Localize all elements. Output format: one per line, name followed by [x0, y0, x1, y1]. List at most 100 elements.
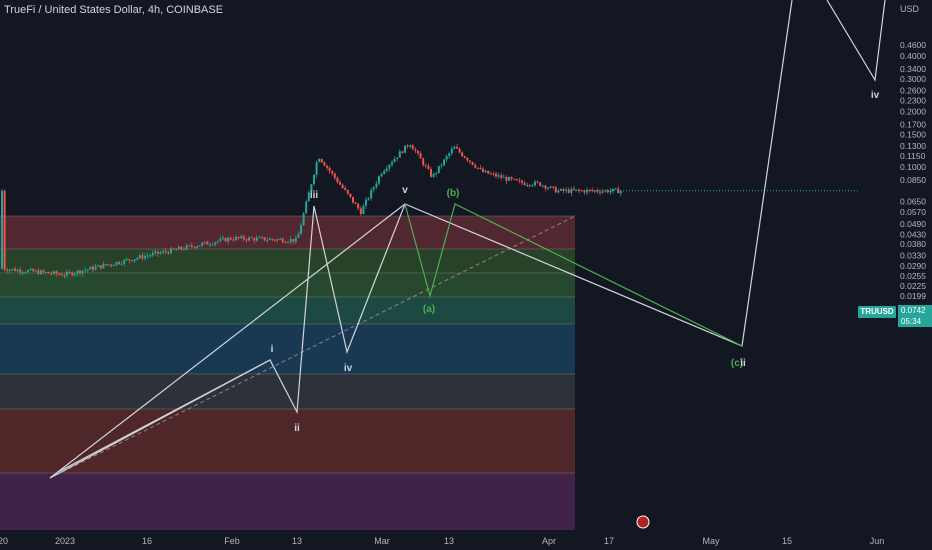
- candle-body: [365, 199, 367, 206]
- candle-body: [115, 262, 118, 265]
- time-tick-label: 13: [444, 536, 454, 546]
- candle-body: [448, 153, 451, 157]
- candle-body: [29, 268, 32, 271]
- candle-body: [112, 264, 115, 266]
- candle-body: [495, 173, 497, 177]
- candle-body: [443, 159, 445, 166]
- wave-label-c: (c): [731, 358, 743, 369]
- candle-body: [258, 237, 261, 239]
- candle-body: [107, 264, 110, 266]
- price-tick-label: 0.3400: [900, 64, 926, 74]
- candle-body: [323, 162, 326, 166]
- candle-body: [99, 265, 102, 269]
- fib-zone: [0, 297, 575, 324]
- candle-body: [19, 269, 22, 273]
- candle-body: [201, 243, 204, 246]
- candle-body: [84, 270, 87, 272]
- wave-main-path: [49, 0, 793, 479]
- wave-i-leg: [57, 359, 271, 473]
- candle-body: [417, 151, 419, 154]
- candle-body: [422, 158, 425, 166]
- wave-label-ii-future: ii: [740, 358, 746, 369]
- candle-body: [536, 181, 539, 183]
- candle-body: [385, 168, 388, 171]
- candle-body: [352, 196, 354, 203]
- price-tick-label: 0.4600: [900, 40, 926, 50]
- candle-body: [349, 193, 352, 197]
- candle-body: [541, 185, 544, 187]
- candle-body: [131, 260, 133, 262]
- candle-body: [383, 170, 386, 174]
- candle-body: [424, 165, 427, 167]
- currency-label: USD: [900, 4, 920, 14]
- candle-body: [216, 241, 219, 243]
- fib-zone: [0, 324, 575, 374]
- time-tick-label: Feb: [224, 536, 240, 546]
- candle-body: [71, 272, 74, 276]
- price-tick-label: 0.0290: [900, 261, 926, 271]
- candle-body: [614, 188, 617, 190]
- candle-body: [310, 184, 313, 193]
- candle-body: [138, 255, 141, 259]
- candle-body: [266, 239, 269, 241]
- candle-body: [427, 166, 430, 170]
- fib-zone: [0, 409, 575, 473]
- candle-body: [211, 244, 214, 246]
- candle-body: [560, 188, 562, 191]
- candle-body: [105, 264, 107, 266]
- wave-label-iii: iii: [310, 190, 319, 201]
- candle-body: [263, 237, 266, 241]
- candle-body: [198, 245, 201, 247]
- candle-body: [463, 156, 466, 158]
- candle-body: [224, 237, 227, 242]
- candle-body: [94, 266, 97, 270]
- candle-body: [289, 239, 292, 242]
- candle-body: [32, 268, 35, 272]
- candle-body: [34, 270, 37, 272]
- candle-body: [86, 269, 89, 271]
- chart-title: TrueFi / United States Dollar, 4h, COINB…: [4, 4, 224, 16]
- candle-body: [593, 190, 596, 192]
- candle-body: [378, 176, 380, 184]
- candle-body: [502, 177, 505, 179]
- current-price-badge: 0.0742 05:34: [898, 305, 932, 327]
- candle-body: [242, 236, 245, 240]
- wave-label-v: v: [402, 185, 408, 196]
- candle-body: [237, 236, 240, 238]
- candle-body: [411, 145, 414, 150]
- candle-body: [73, 273, 76, 276]
- candle-body: [357, 203, 360, 209]
- wave-abc-path: [404, 203, 743, 347]
- candle-body: [261, 237, 263, 239]
- candle-body: [302, 213, 305, 226]
- candle-body: [393, 158, 396, 163]
- candle-body: [469, 160, 471, 162]
- wave-future-path: [826, 0, 886, 82]
- wave-label-iv-future: iv: [871, 90, 880, 101]
- candle-body: [177, 246, 180, 250]
- candle-body: [370, 189, 373, 199]
- candle-body: [292, 239, 295, 242]
- candle-body: [45, 272, 48, 274]
- candle-body: [328, 167, 331, 171]
- candle-body: [396, 157, 399, 159]
- candle-body: [232, 239, 235, 241]
- candle-body: [435, 172, 438, 174]
- price-tick-label: 0.2000: [900, 107, 926, 117]
- candle-body: [580, 190, 583, 192]
- candle-body: [573, 188, 575, 190]
- candle-body: [544, 185, 547, 189]
- candle-body: [458, 148, 461, 153]
- candle-body: [552, 186, 555, 188]
- candle-body: [154, 251, 157, 253]
- candle-body: [484, 170, 487, 173]
- candle-body: [227, 237, 230, 242]
- price-tick-label: 0.0430: [900, 229, 926, 239]
- candle-body: [562, 188, 565, 191]
- candle-body: [461, 152, 464, 157]
- candle-body: [79, 270, 81, 274]
- candle-body: [313, 174, 315, 185]
- candle-body: [588, 189, 591, 191]
- candle-body: [97, 265, 100, 267]
